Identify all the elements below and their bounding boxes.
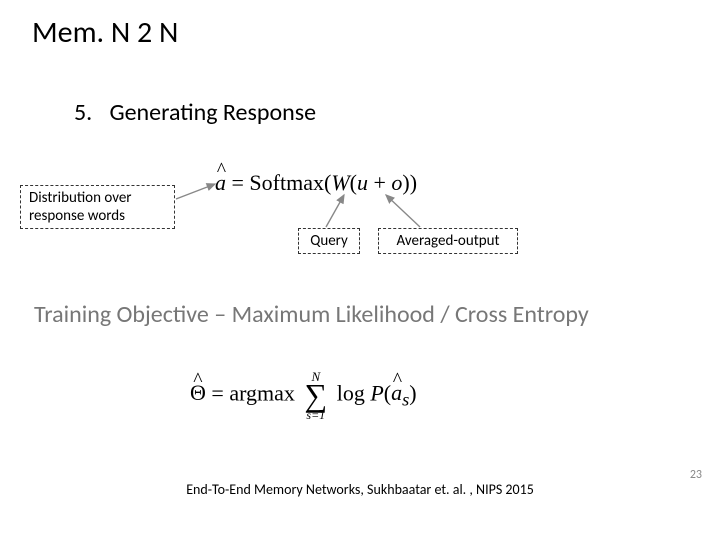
page-number: 23 [690,468,702,482]
argmax: argmax [229,380,295,405]
var-P: P [370,380,383,405]
var-W: W [331,170,349,195]
formula-argmax: Θ = argmax N ∑ s=1 log P(as) [190,370,417,421]
label-query-text: Query [310,232,348,250]
numbered-item: 5. Generating Response [74,98,316,127]
paren-close-2: ) [402,170,409,195]
paren-close: ) [410,170,417,195]
training-objective: Training Objective – Maximum Likelihood … [34,300,589,329]
item-number: 5. [74,98,104,127]
formula-softmax: a = Softmax(W(u + o)) [215,170,417,196]
label-box-averaged: Averaged-output [378,228,518,254]
slide-title: Mem. N 2 N [32,14,178,51]
var-a-hat: a [215,170,226,196]
log: log [337,380,371,405]
arrow-query [326,195,344,227]
var-a-hat-2: a [391,380,402,406]
arrow-dist [176,184,215,199]
paren-close-3: ) [409,380,416,405]
arrow-averaged [386,195,420,227]
footer-citation: End-To-End Memory Networks, Sukhbaatar e… [0,481,720,498]
eq: = [226,170,249,195]
var-o: o [391,170,402,195]
label-box-distribution: Distribution over response words [20,185,175,229]
label-distribution-text: Distribution over response words [29,189,166,225]
var-theta-hat: Θ [190,380,206,406]
arrows-overlay [0,0,720,540]
fn-softmax: Softmax [249,170,324,195]
item-text: Generating Response [109,98,316,127]
plus: + [368,170,391,195]
paren-open-2: ( [350,170,357,195]
label-averaged-text: Averaged-output [396,232,499,250]
sum-lower: s=1 [304,409,327,421]
var-u: u [357,170,368,195]
label-box-query: Query [298,228,360,254]
slide: Mem. N 2 N 5. Generating Response a = So… [0,0,720,540]
sigma-icon: ∑ [304,383,327,409]
paren-open-3: ( [384,380,391,405]
eq2: = [206,380,229,405]
summation: N ∑ s=1 [304,370,327,421]
